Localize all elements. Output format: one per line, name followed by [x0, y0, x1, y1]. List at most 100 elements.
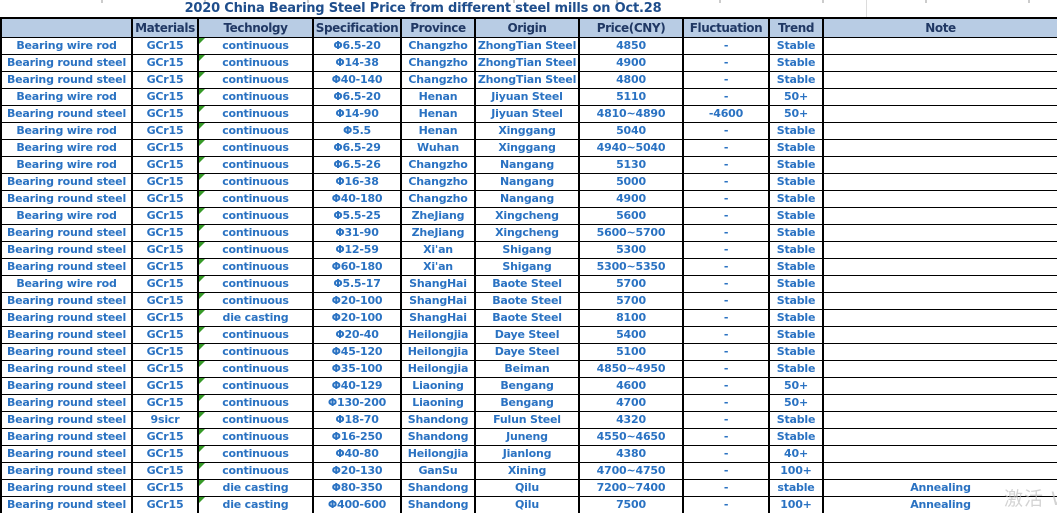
cell-specification[interactable]: Φ6.5-20: [312, 37, 401, 55]
cell-province[interactable]: ShangHai: [400, 309, 475, 327]
cell-trend[interactable]: Stable: [768, 326, 823, 344]
cell-specification[interactable]: Φ20-100: [312, 292, 401, 310]
cell-fluctuation[interactable]: -: [682, 122, 769, 140]
cell-product[interactable]: Bearing round steel: [0, 411, 132, 429]
cell-materials[interactable]: 9sicr: [131, 411, 198, 429]
cell-price[interactable]: 5700: [578, 275, 683, 293]
cell-trend[interactable]: Stable: [768, 275, 823, 293]
cell-technology[interactable]: die casting: [197, 479, 313, 497]
cell-fluctuation[interactable]: -: [682, 156, 769, 174]
cell-trend[interactable]: Stable: [768, 71, 823, 89]
cell-technology[interactable]: continuous: [197, 71, 313, 89]
cell-materials[interactable]: GCr15: [131, 394, 198, 412]
cell-technology[interactable]: continuous: [197, 105, 313, 123]
cell-materials[interactable]: GCr15: [131, 258, 198, 276]
cell-origin[interactable]: ZhongTian Steel: [474, 54, 579, 72]
cell-technology[interactable]: continuous: [197, 88, 313, 106]
cell-trend[interactable]: Stable: [768, 241, 823, 259]
cell-price[interactable]: 8100: [578, 309, 683, 327]
cell-note[interactable]: [822, 173, 1057, 191]
cell-trend[interactable]: Stable: [768, 173, 823, 191]
cell-origin[interactable]: Nangang: [474, 173, 579, 191]
cell-specification[interactable]: Φ6.5-20: [312, 88, 401, 106]
cell-fluctuation[interactable]: -: [682, 258, 769, 276]
cell-specification[interactable]: Φ20-100: [312, 309, 401, 327]
cell-fluctuation[interactable]: -: [682, 309, 769, 327]
column-header-fluctuation[interactable]: Fluctuation: [682, 17, 769, 38]
cell-technology[interactable]: continuous: [197, 207, 313, 225]
cell-product[interactable]: Bearing round steel: [0, 343, 132, 361]
cell-specification[interactable]: Φ16-38: [312, 173, 401, 191]
cell-origin[interactable]: Nangang: [474, 156, 579, 174]
cell-fluctuation[interactable]: -: [682, 71, 769, 89]
cell-trend[interactable]: 50+: [768, 377, 823, 395]
cell-specification[interactable]: Φ6.5-26: [312, 156, 401, 174]
cell-fluctuation[interactable]: -: [682, 343, 769, 361]
cell-fluctuation[interactable]: -: [682, 445, 769, 463]
cell-product[interactable]: Bearing round steel: [0, 173, 132, 191]
cell-origin[interactable]: Shigang: [474, 241, 579, 259]
cell-origin[interactable]: Bengang: [474, 377, 579, 395]
cell-trend[interactable]: 50+: [768, 105, 823, 123]
cell-note[interactable]: Annealing: [822, 479, 1057, 497]
cell-province[interactable]: Henan: [400, 122, 475, 140]
cell-specification[interactable]: Φ14-38: [312, 54, 401, 72]
cell-trend[interactable]: Stable: [768, 139, 823, 157]
cell-materials[interactable]: GCr15: [131, 207, 198, 225]
cell-materials[interactable]: GCr15: [131, 105, 198, 123]
cell-product[interactable]: Bearing round steel: [0, 71, 132, 89]
cell-province[interactable]: Changzho: [400, 156, 475, 174]
cell-technology[interactable]: continuous: [197, 224, 313, 242]
cell-product[interactable]: Bearing round steel: [0, 360, 132, 378]
cell-product[interactable]: Bearing round steel: [0, 258, 132, 276]
cell-product[interactable]: Bearing round steel: [0, 377, 132, 395]
cell-specification[interactable]: Φ60-180: [312, 258, 401, 276]
cell-price[interactable]: 5130: [578, 156, 683, 174]
cell-province[interactable]: Shandong: [400, 496, 475, 513]
cell-province[interactable]: ZheJiang: [400, 207, 475, 225]
cell-materials[interactable]: GCr15: [131, 479, 198, 497]
cell-province[interactable]: Heilongjia: [400, 445, 475, 463]
cell-technology[interactable]: continuous: [197, 343, 313, 361]
cell-origin[interactable]: Jianlong: [474, 445, 579, 463]
cell-materials[interactable]: GCr15: [131, 292, 198, 310]
cell-price[interactable]: 4900: [578, 190, 683, 208]
cell-fluctuation[interactable]: -: [682, 394, 769, 412]
cell-materials[interactable]: GCr15: [131, 275, 198, 293]
cell-note[interactable]: [822, 88, 1057, 106]
cell-materials[interactable]: GCr15: [131, 139, 198, 157]
cell-trend[interactable]: Stable: [768, 360, 823, 378]
cell-trend[interactable]: 50+: [768, 88, 823, 106]
cell-province[interactable]: Heilongjia: [400, 360, 475, 378]
cell-fluctuation[interactable]: -: [682, 496, 769, 513]
cell-technology[interactable]: continuous: [197, 241, 313, 259]
cell-origin[interactable]: Juneng: [474, 428, 579, 446]
cell-origin[interactable]: Xingcheng: [474, 207, 579, 225]
cell-note[interactable]: [822, 139, 1057, 157]
cell-province[interactable]: Shandong: [400, 479, 475, 497]
cell-province[interactable]: Changzho: [400, 190, 475, 208]
cell-price[interactable]: 7200~7400: [578, 479, 683, 497]
cell-fluctuation[interactable]: -: [682, 377, 769, 395]
cell-price[interactable]: 5600: [578, 207, 683, 225]
cell-product[interactable]: Bearing wire rod: [0, 207, 132, 225]
cell-fluctuation[interactable]: -: [682, 241, 769, 259]
cell-technology[interactable]: continuous: [197, 258, 313, 276]
cell-product[interactable]: Bearing round steel: [0, 445, 132, 463]
cell-materials[interactable]: GCr15: [131, 173, 198, 191]
cell-origin[interactable]: Baote Steel: [474, 275, 579, 293]
cell-note[interactable]: [822, 207, 1057, 225]
cell-materials[interactable]: GCr15: [131, 88, 198, 106]
cell-product[interactable]: Bearing round steel: [0, 190, 132, 208]
cell-specification[interactable]: Φ20-40: [312, 326, 401, 344]
cell-trend[interactable]: Stable: [768, 37, 823, 55]
cell-materials[interactable]: GCr15: [131, 428, 198, 446]
cell-technology[interactable]: continuous: [197, 326, 313, 344]
column-header-technology[interactable]: Technolgy: [197, 17, 313, 38]
cell-province[interactable]: Changzho: [400, 54, 475, 72]
cell-fluctuation[interactable]: -: [682, 88, 769, 106]
column-header-note[interactable]: Note: [822, 17, 1057, 38]
cell-specification[interactable]: Φ45-120: [312, 343, 401, 361]
cell-origin[interactable]: Xingcheng: [474, 224, 579, 242]
cell-note[interactable]: [822, 122, 1057, 140]
